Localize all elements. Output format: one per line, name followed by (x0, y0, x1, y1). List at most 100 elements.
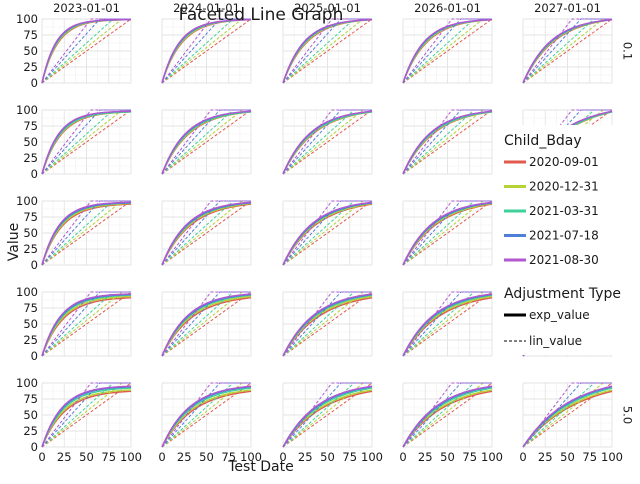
series-line-exp-value (522, 18, 613, 84)
series-line-lin-value (161, 291, 252, 357)
y-tick-label: 100 (16, 285, 38, 299)
series-line-lin-value (41, 291, 132, 357)
y-tick-label: 50 (23, 317, 38, 331)
x-tick-label: 75 (342, 450, 357, 464)
facet-column-label: 2024-01-01 (173, 1, 240, 15)
series-line-exp-value (161, 110, 252, 175)
y-tick-label: 25 (23, 333, 38, 347)
y-tick-label: 50 (23, 408, 38, 422)
x-tick-label: 50 (560, 450, 575, 464)
series-line-lin-value (402, 200, 493, 266)
facet-panel (282, 109, 373, 175)
facet-panel (161, 109, 252, 175)
y-tick-label: 100 (16, 376, 38, 390)
series-line-lin-value (41, 382, 131, 448)
series-line-lin-value (522, 109, 613, 175)
y-tick-label: 50 (23, 44, 38, 58)
x-tick-label: 25 (57, 450, 72, 464)
x-tick-label: 25 (177, 450, 192, 464)
legend-entry-label: 2020-12-31 (529, 180, 599, 194)
y-tick-label: 100 (16, 103, 38, 117)
x-tick-label: 75 (101, 450, 116, 464)
series-line-lin-value (161, 200, 251, 266)
series-line-exp-value (282, 110, 373, 175)
facet-panel: 2024-01-01 (161, 1, 252, 84)
x-tick-label: 25 (538, 450, 553, 464)
series-line-lin-value (41, 200, 131, 266)
series-line-lin-value (522, 18, 612, 84)
series-line-exp-value (282, 385, 373, 448)
series-line-lin-value (282, 291, 372, 357)
series-line-exp-value (161, 201, 252, 266)
facet-panel: 0 25 50 75 100 2023-01-01 (16, 1, 132, 90)
series-line-exp-value (282, 201, 373, 266)
series-line-lin-value (282, 18, 373, 84)
x-tick-label: 100 (481, 450, 503, 464)
legend-entry-label: 2020-09-01 (529, 155, 599, 169)
series-line-exp-value (41, 201, 132, 266)
facet-column-label: 2027-01-01 (534, 1, 601, 15)
y-tick-label: 75 (23, 210, 38, 224)
series-line-exp-value (41, 387, 132, 448)
series-line-exp-value (161, 385, 252, 448)
legend-entry-label: 2021-08-30 (529, 253, 599, 267)
y-tick-label: 75 (23, 28, 38, 42)
y-tick-label: 25 (23, 60, 38, 74)
y-tick-label: 0 (31, 258, 38, 272)
series-line-lin-value (282, 200, 373, 266)
series-line-exp-value (282, 293, 373, 357)
y-tick-label: 100 (16, 12, 38, 26)
y-tick-label: 75 (23, 119, 38, 133)
x-tick-label: 0 (279, 450, 286, 464)
x-tick-label: 50 (199, 450, 214, 464)
series-line-lin-value (402, 291, 493, 357)
x-tick-label: 100 (601, 450, 623, 464)
facet-column-label: 2026-01-01 (414, 1, 481, 15)
series-line-exp-value (161, 389, 252, 448)
x-tick-label: 0 (38, 450, 45, 464)
facet-panel (402, 291, 493, 357)
series-line-exp-value (402, 293, 493, 357)
y-tick-label: 75 (23, 392, 38, 406)
x-tick-label: 0 (519, 450, 526, 464)
series-line-exp-value (161, 297, 252, 357)
series-line-lin-value (402, 109, 493, 175)
legend-entry-label: exp_value (529, 308, 590, 322)
facet-panel: 2027-01-01 0.1 (522, 1, 635, 84)
facet-panel: 0 25 50 75 100 (158, 382, 262, 464)
series-line-lin-value (161, 200, 252, 266)
x-tick-label: 100 (361, 450, 383, 464)
series-line-lin-value (161, 109, 252, 175)
series-line-exp-value (41, 389, 132, 448)
series-line-lin-value (522, 18, 613, 84)
series-line-exp-value (41, 295, 132, 357)
x-tick-label: 25 (418, 450, 433, 464)
series-line-exp-value (41, 18, 132, 84)
y-tick-label: 50 (23, 135, 38, 149)
series-line-lin-value (402, 109, 492, 175)
x-axis-label: Test Date (227, 459, 293, 475)
series-line-exp-value (402, 201, 493, 266)
series-line-lin-value (41, 18, 132, 84)
facet-panel: 0 25 50 75 100 (16, 194, 132, 272)
series-line-exp-value (161, 18, 252, 84)
series-line-lin-value (161, 18, 252, 84)
series-line-lin-value (41, 109, 131, 175)
series-line-lin-value (282, 109, 372, 175)
legend-title: Adjustment Type (504, 286, 621, 302)
facet-row-label: 5.0 (621, 406, 635, 424)
series-line-exp-value (522, 385, 613, 448)
y-tick-label: 0 (31, 440, 38, 454)
series-line-lin-value (402, 18, 492, 84)
y-tick-label: 75 (23, 301, 38, 315)
x-tick-label: 75 (462, 450, 477, 464)
series-line-lin-value (41, 109, 132, 175)
series-line-lin-value (161, 291, 251, 357)
series-line-lin-value (41, 382, 132, 448)
facet-panel: 0 25 50 75 100 5.0 (519, 382, 635, 464)
legend-title: Child_Bday (504, 133, 582, 149)
series-line-exp-value (41, 297, 132, 357)
